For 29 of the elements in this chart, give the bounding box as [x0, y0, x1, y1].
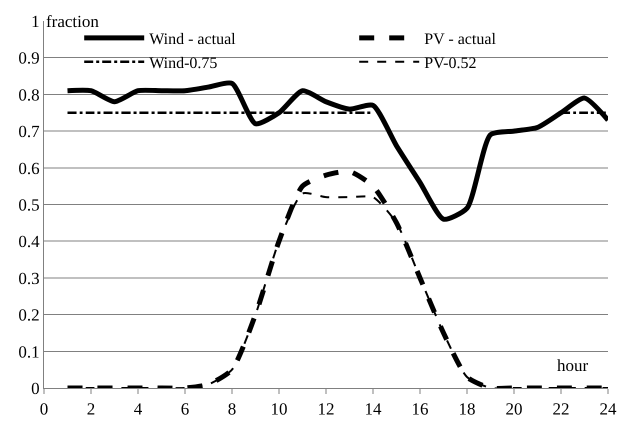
x-tick-label: 20	[506, 399, 522, 418]
x-tick-label: 4	[134, 399, 143, 418]
legend-label: Wind - actual	[149, 31, 236, 48]
x-tick-label: 12	[318, 399, 334, 418]
x-tick-label: 18	[458, 399, 476, 418]
y-tick-label: 0.7	[18, 122, 40, 142]
y-tick-label: 0.5	[18, 195, 40, 214]
x-tick-label: 24	[600, 399, 617, 418]
legend-label: Wind-0.75	[149, 54, 218, 72]
y-tick-label: 0.6	[18, 158, 40, 178]
x-tick-label: 14	[364, 399, 382, 418]
y-tick-label: 0	[31, 378, 40, 398]
y-tick-label: 0.8	[18, 85, 40, 104]
x-tick-label: 16	[412, 399, 428, 418]
y-tick-label: 0.4	[18, 232, 40, 252]
y-tick-label: 0.1	[18, 342, 40, 362]
x-tick-label: 22	[552, 399, 570, 418]
x-tick-label: 8	[228, 399, 236, 418]
x-tick-label: 6	[180, 399, 190, 418]
x-tick-label: 10	[270, 399, 288, 418]
x-axis-title: hour	[557, 356, 588, 375]
legend-label: PV-0.52	[424, 54, 477, 72]
y-tick-label: 0.3	[18, 268, 40, 288]
y-tick-label: 0.2	[18, 306, 40, 325]
y-tick-label: 1	[31, 12, 40, 31]
y-tick-label: 0.9	[18, 48, 40, 68]
y-axis-title: fraction	[46, 12, 100, 31]
legend-label: PV - actual	[424, 31, 496, 48]
x-tick-label: 2	[86, 399, 96, 418]
